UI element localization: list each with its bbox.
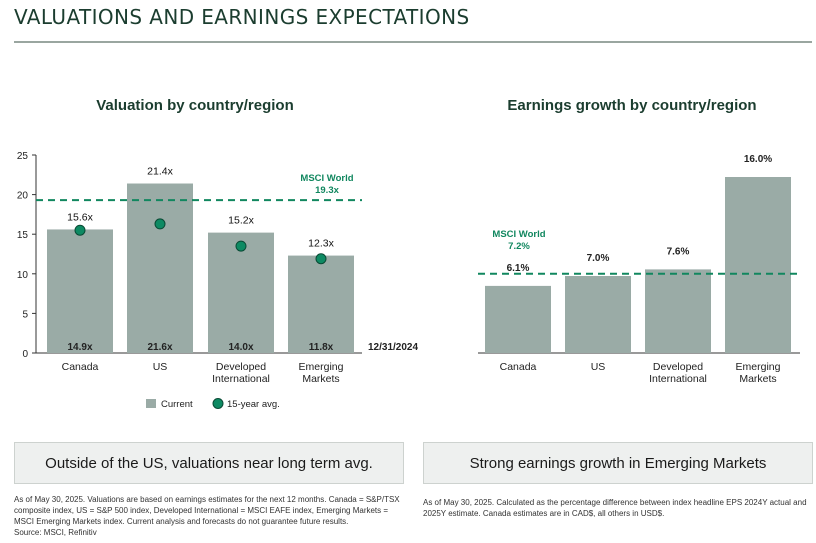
valuation-bar <box>288 255 354 353</box>
base-label-date: 12/31/2024 <box>368 342 418 353</box>
avg-point <box>315 253 327 265</box>
y-tick-label: 20 <box>17 191 29 202</box>
charts-canvas: Valuation by country/region 0 5 10 15 20 25 15.… <box>17 97 800 410</box>
avg-point <box>74 224 86 236</box>
earnings-bar <box>645 269 711 353</box>
earnings-footnote: As of May 30, 2025. Calculated as the pe… <box>423 498 807 518</box>
earnings-bar <box>565 276 631 353</box>
valuation-category-label: US <box>153 361 168 373</box>
valuation-legend: Current 15-year avg. <box>146 398 280 410</box>
valuation-category-label: Emerging Markets <box>299 361 344 385</box>
y-tick-label: 15 <box>17 230 29 241</box>
avg-point <box>235 240 247 252</box>
page-title: VALUATIONS AND EARNINGS EXPECTATIONS <box>14 5 470 29</box>
avg-point <box>154 218 166 230</box>
msci-world-value: 7.2% <box>508 241 530 252</box>
valuation-base-label: 11.8x <box>309 342 334 353</box>
valuation-value-label: 12.3x <box>308 238 334 250</box>
valuation-base-label: 14.0x <box>228 342 253 353</box>
y-tick-label: 10 <box>17 270 29 281</box>
earnings-value-label: 7.0% <box>587 253 610 264</box>
earnings-category-label: US <box>591 361 606 373</box>
earnings-category-label: Emerging Markets <box>736 361 781 385</box>
earnings-chart-title: Earnings growth by country/region <box>507 97 756 114</box>
valuation-source: Source: MSCI, Refinitiv <box>14 528 97 537</box>
legend-current-swatch <box>146 399 156 408</box>
msci-world-value: 19.3x <box>315 185 339 196</box>
y-tick-label: 5 <box>22 309 28 320</box>
earnings-callout: Strong earnings growth in Emerging Marke… <box>423 442 813 484</box>
valuation-callout: Outside of the US, valuations near long … <box>14 442 404 484</box>
earnings-category-label: Developed International <box>649 361 707 385</box>
title-divider <box>14 41 812 43</box>
valuation-value-label: 21.4x <box>147 166 173 178</box>
legend-avg-label: 15-year avg. <box>227 399 280 410</box>
earnings-bar <box>725 177 791 353</box>
valuation-chart-title: Valuation by country/region <box>96 97 294 114</box>
y-tick-label: 0 <box>22 349 28 360</box>
valuation-base-label: 14.9x <box>67 342 92 353</box>
valuation-base-label: 21.6x <box>147 342 172 353</box>
msci-world-label: MSCI World <box>492 229 545 240</box>
legend-current-label: Current <box>161 399 193 410</box>
valuation-bar <box>127 183 193 353</box>
earnings-bar <box>485 285 551 353</box>
valuation-value-label: 15.2x <box>228 215 254 227</box>
earnings-growth-chart: Earnings growth by country/region 6.1% Can… <box>478 97 800 385</box>
msci-world-label: MSCI World <box>300 173 353 184</box>
valuation-category-label: Canada <box>62 361 99 373</box>
valuation-chart: Valuation by country/region 0 5 10 15 20 25 15.… <box>17 97 419 410</box>
earnings-value-label: 7.6% <box>667 246 690 257</box>
y-tick-label: 25 <box>17 151 29 162</box>
valuation-bar <box>208 232 274 353</box>
valuation-category-label: Developed International <box>212 361 270 385</box>
legend-avg-swatch <box>212 398 224 409</box>
valuation-footnote: As of May 30, 2025. Valuations are based… <box>14 494 406 538</box>
earnings-value-label: 6.1% <box>507 263 530 274</box>
valuation-footnote-text: As of May 30, 2025. Valuations are based… <box>14 495 400 526</box>
earnings-value-label: 16.0% <box>744 154 772 165</box>
valuation-value-label: 15.6x <box>67 211 93 223</box>
earnings-category-label: Canada <box>500 361 537 373</box>
valuation-bar <box>47 229 113 353</box>
